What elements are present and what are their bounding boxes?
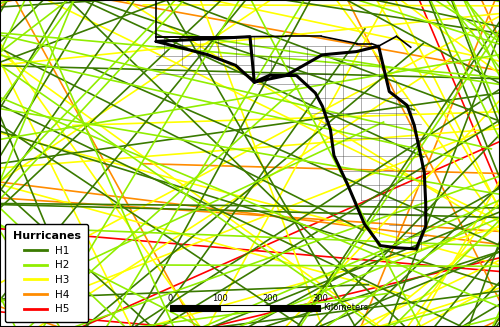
Bar bbox=[220, 305, 270, 311]
Text: 200: 200 bbox=[262, 294, 278, 303]
Legend: H1, H2, H3, H4, H5: H1, H2, H3, H4, H5 bbox=[5, 224, 88, 322]
Text: 0: 0 bbox=[168, 294, 172, 303]
Bar bbox=[170, 305, 220, 311]
Text: Kilometers: Kilometers bbox=[324, 303, 368, 312]
Text: 300: 300 bbox=[312, 294, 328, 303]
Text: 100: 100 bbox=[212, 294, 228, 303]
Bar bbox=[270, 305, 320, 311]
